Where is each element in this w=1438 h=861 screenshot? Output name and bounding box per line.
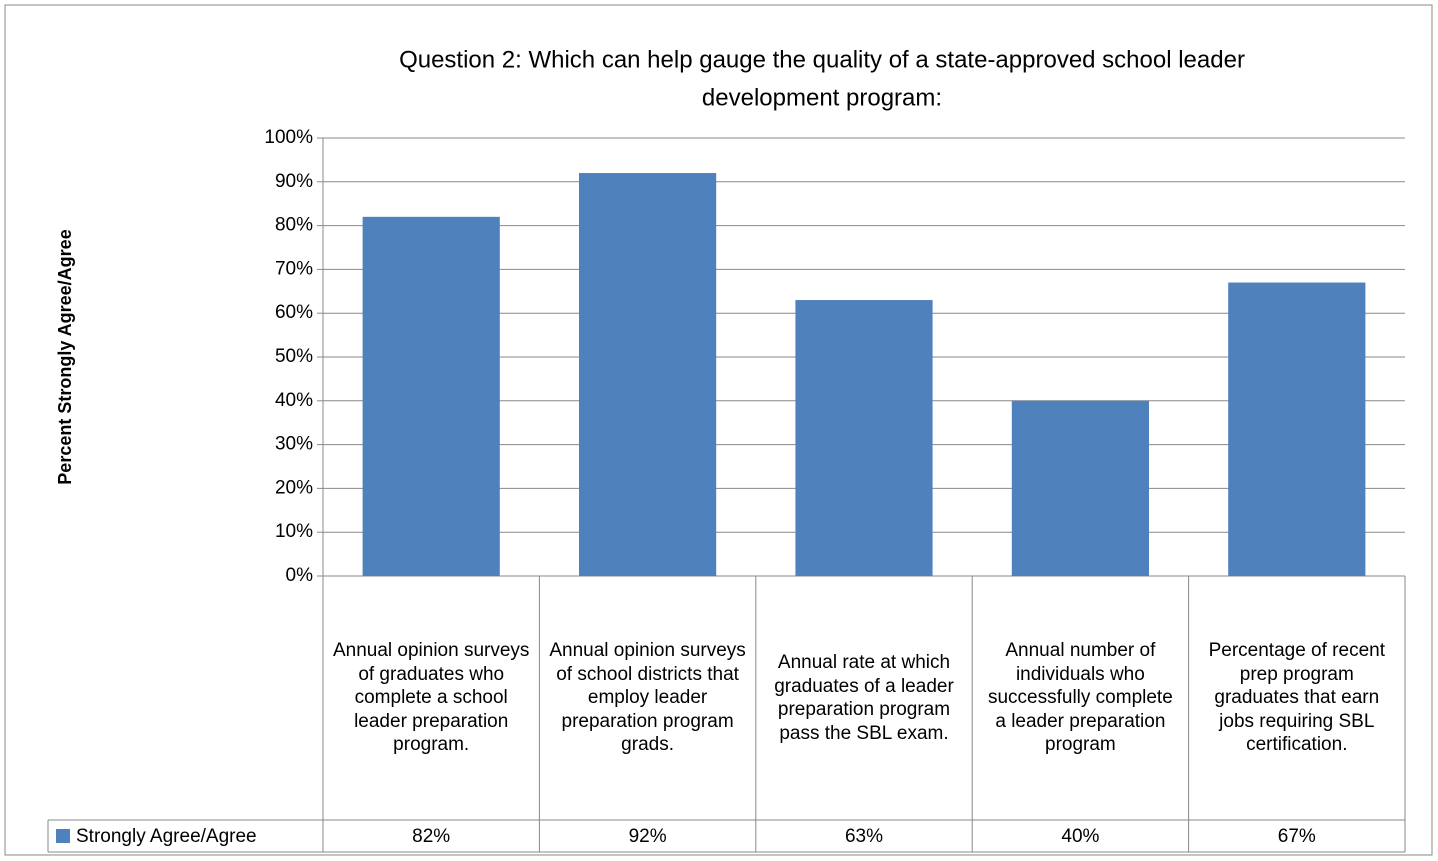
x-tick-label: Annual opinion surveys of graduates who … [332,640,530,756]
chart-title: Question 2: Which can help gauge the qua… [399,46,1245,73]
bar [1011,400,1149,576]
y-tick-label: 40% [275,390,313,411]
bar [579,173,717,577]
value-label: 40% [1061,826,1099,847]
x-tick-label: Annual opinion surveys of school distric… [549,640,746,756]
value-label: 92% [629,826,667,847]
y-tick-label: 50% [275,346,313,367]
bar [795,300,933,576]
value-label: 67% [1278,826,1316,847]
y-tick-label: 20% [275,477,313,498]
y-tick-label: 0% [286,565,314,586]
chart-title: development program: [702,84,942,111]
legend-swatch [56,829,70,843]
y-axis-label: Percent Strongly Agree/Agree [55,229,75,484]
y-tick-label: 100% [264,127,313,148]
value-label: 82% [412,826,450,847]
x-tick-label: Annual number of individuals who success… [987,640,1173,756]
x-tick-label: Annual rate at which graduates of a lead… [774,652,954,744]
bar [1228,282,1366,576]
bar [362,216,500,576]
y-tick-label: 60% [275,302,313,323]
x-tick-label: Percentage of recent prep program gradua… [1208,640,1385,756]
y-tick-label: 80% [275,215,313,236]
chart-border [4,4,1433,856]
y-tick-label: 90% [275,171,313,192]
value-label: 63% [845,826,883,847]
legend-label: Strongly Agree/Agree [76,826,257,847]
y-tick-label: 70% [275,258,313,279]
y-tick-label: 30% [275,434,313,455]
y-tick-label: 10% [275,521,313,542]
